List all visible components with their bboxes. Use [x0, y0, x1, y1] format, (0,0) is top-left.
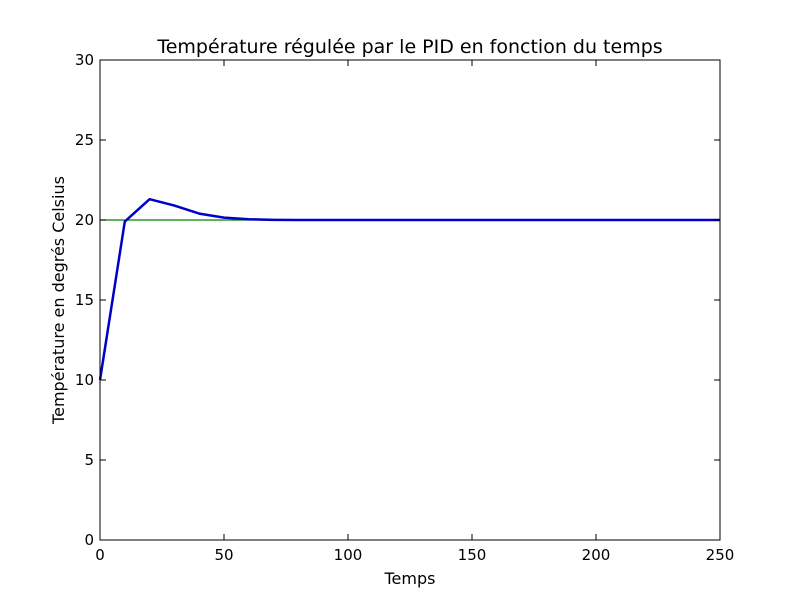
x-axis-ticks: 0 50 100 150 200 250	[95, 60, 734, 564]
x-tick-label: 100	[334, 546, 363, 564]
x-tick-label: 0	[95, 546, 105, 564]
y-tick-label: 20	[75, 211, 94, 229]
series-layer	[98, 197, 720, 381]
y-axis-title: Température en degrés Celsius	[49, 176, 68, 425]
y-tick-label: 10	[75, 371, 94, 389]
x-tick-label: 250	[706, 546, 735, 564]
series-line-response	[98, 197, 720, 381]
y-tick-label: 0	[84, 531, 94, 549]
y-tick-label: 15	[75, 291, 94, 309]
y-tick-label: 5	[84, 451, 94, 469]
x-tick-label: 200	[582, 546, 611, 564]
x-tick-label: 150	[458, 546, 487, 564]
plot-frame	[99, 59, 721, 541]
y-tick-label: 30	[75, 51, 94, 69]
x-axis-title: Temps	[384, 569, 436, 588]
x-tick-label: 50	[214, 546, 233, 564]
y-tick-label: 25	[75, 131, 94, 149]
chart-title: Température régulée par le PID en foncti…	[156, 36, 662, 58]
